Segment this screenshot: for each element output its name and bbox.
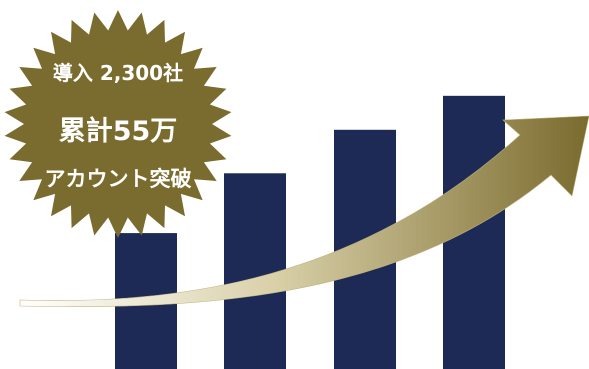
trend-arrow bbox=[19, 115, 589, 307]
badge-line-3: アカウント突破 bbox=[45, 167, 192, 191]
badge-line-1: 導入 2,300社 bbox=[53, 61, 183, 85]
badge-line-2: 累計55万 bbox=[59, 115, 178, 147]
achievement-badge: 導入 2,300社 累計55万 アカウント突破 bbox=[4, 10, 232, 238]
badge-starburst bbox=[4, 10, 232, 238]
bar-2 bbox=[224, 173, 286, 369]
